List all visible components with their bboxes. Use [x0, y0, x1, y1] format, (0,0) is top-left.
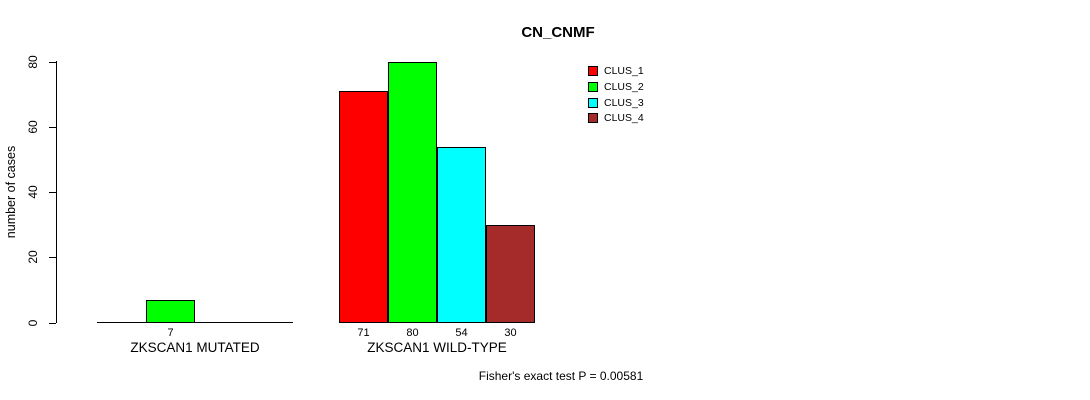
- bar-clus_4: [486, 225, 535, 323]
- chart-title: CN_CNMF: [521, 24, 595, 41]
- legend-label: CLUS_2: [604, 81, 644, 93]
- legend-swatch: [588, 113, 598, 123]
- bar-value-label: 80: [406, 327, 419, 339]
- y-axis-tick-label: 0: [26, 319, 40, 327]
- legend-swatch: [588, 66, 598, 76]
- footer-note: Fisher's exact test P = 0.00581: [478, 369, 644, 383]
- group-label: ZKSCAN1 WILD-TYPE: [367, 340, 507, 355]
- legend-label: CLUS_1: [604, 65, 644, 77]
- y-axis-tick-label: 40: [26, 185, 40, 199]
- legend-label: CLUS_3: [604, 97, 644, 109]
- bar-clus_2: [146, 300, 195, 323]
- y-axis-tick: [49, 127, 56, 128]
- bar-value-label: 30: [504, 327, 517, 339]
- group-label: ZKSCAN1 MUTATED: [130, 340, 260, 355]
- bar-value-label: 7: [167, 327, 174, 339]
- bar-clus_3: [437, 147, 486, 323]
- bar-value-label: 71: [357, 327, 370, 339]
- bar-value-label: 54: [455, 327, 468, 339]
- y-axis-tick-label: 20: [26, 250, 40, 264]
- bar-clus_2: [388, 62, 437, 323]
- y-axis-title: number of cases: [4, 145, 18, 239]
- y-axis-line: [56, 61, 57, 323]
- y-axis-tick-label: 80: [26, 55, 40, 69]
- y-axis-tick: [49, 62, 56, 63]
- legend-label: CLUS_4: [604, 112, 644, 124]
- group-baseline: [97, 322, 293, 323]
- legend-swatch: [588, 82, 598, 92]
- bar-clus_1: [339, 91, 388, 323]
- legend-swatch: [588, 98, 598, 108]
- y-axis-tick-label: 60: [26, 120, 40, 134]
- y-axis-tick: [49, 323, 56, 324]
- y-axis-tick: [49, 257, 56, 258]
- y-axis-tick: [49, 192, 56, 193]
